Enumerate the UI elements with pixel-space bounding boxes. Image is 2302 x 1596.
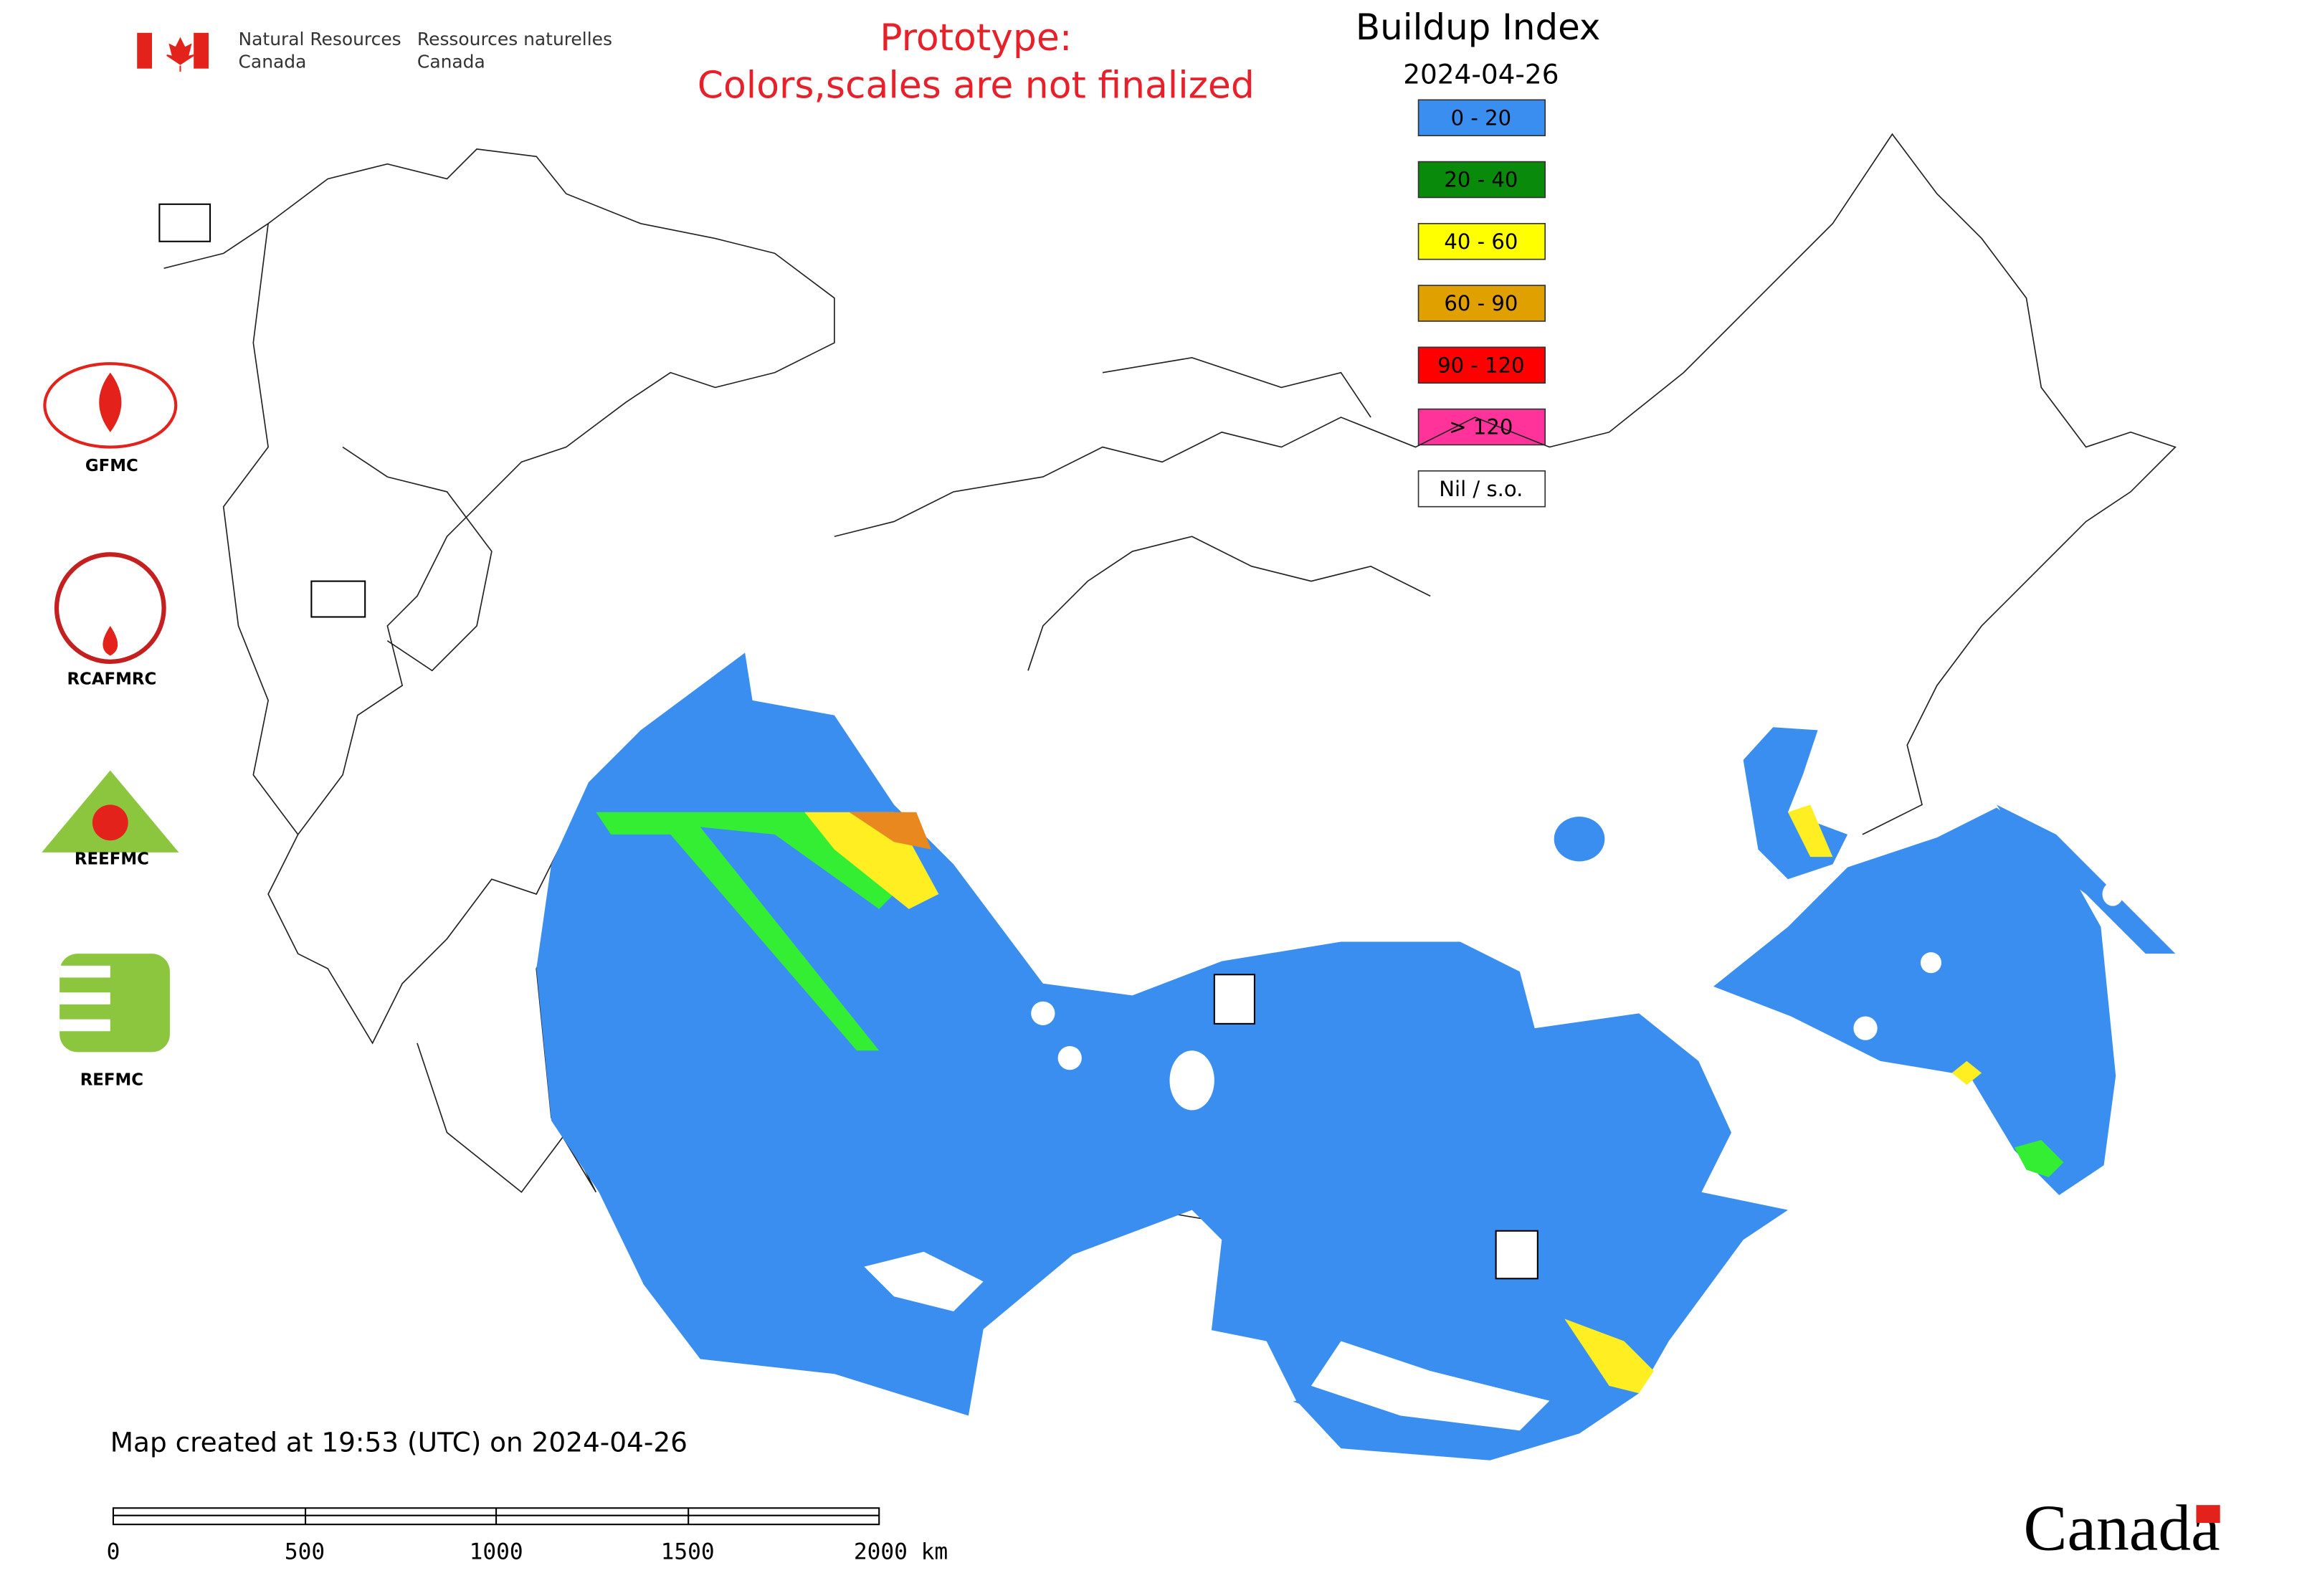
org-en: Natural Resources (239, 29, 401, 49)
logo-label: GFMC (85, 457, 138, 475)
org-fr: Ressources naturelles (417, 29, 612, 49)
org-fr: Canada (417, 51, 485, 72)
notice: Colors,scales are not finalized (698, 65, 1255, 108)
bui-raster (536, 652, 2176, 1460)
org-en: Canada (239, 51, 307, 72)
canada-wordmark: Canada (2024, 1492, 2220, 1564)
legend-swatch (1417, 99, 1546, 137)
nrcan-signature: Natural Resources Canada Ressources natu… (137, 29, 612, 72)
legend-swatch (1417, 222, 1546, 260)
logo-label: RCAFMRC (67, 670, 156, 688)
legend: 0 - 20 20 - 40 40 - 60 60 - 90 90 - 120 > 120… (1417, 99, 1546, 508)
legend-label: 20 - 40 (1444, 168, 1518, 192)
legend-swatch (1417, 285, 1546, 322)
legend-label: > 120 (1449, 415, 1513, 440)
scale-label: 1000 (470, 1539, 523, 1565)
scale-bar (112, 1507, 880, 1526)
legend-swatch (1417, 346, 1546, 384)
scale-label: 2000 km (854, 1539, 948, 1565)
logo-label: REEFMC (75, 850, 149, 869)
logos (42, 203, 1538, 1280)
legend-swatch (1417, 408, 1546, 446)
legend-swatch (1417, 161, 1546, 199)
legend-label: 0 - 20 (1451, 105, 1511, 130)
wordmark-flag (2196, 1505, 2220, 1524)
legend-title: Buildup Index (1356, 6, 1601, 48)
legend-swatch (1417, 470, 1546, 508)
created-note: Map created at 19:53 (UTC) on 2024-04-26 (110, 1426, 688, 1458)
legend-label: 40 - 60 (1444, 229, 1518, 254)
legend-date: 2024-04-26 (1403, 59, 1559, 90)
scale-label: 1500 (661, 1539, 715, 1565)
notice: Prototype: (880, 16, 1072, 60)
legend-label: 60 - 90 (1444, 291, 1518, 315)
legend-label: Nil / s.o. (1439, 477, 1523, 501)
scale-label: 500 (285, 1539, 325, 1565)
legend-label: 90 - 120 (1437, 353, 1524, 377)
logo-label: REFMC (80, 1070, 143, 1089)
scale-label: 0 (107, 1539, 120, 1565)
